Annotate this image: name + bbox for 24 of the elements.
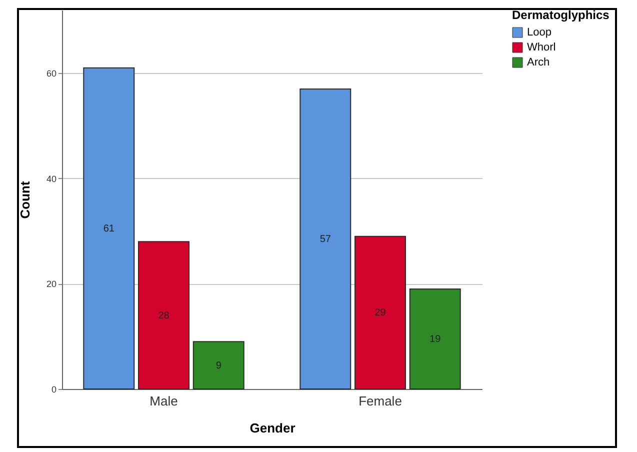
y-tick-label: 60 xyxy=(46,68,56,79)
data-label: 9 xyxy=(216,360,222,372)
bar xyxy=(300,88,352,390)
bar xyxy=(354,236,406,390)
y-tick-label: 0 xyxy=(51,384,56,394)
bar xyxy=(83,67,135,390)
data-label: 61 xyxy=(103,223,115,234)
x-axis-title: Gender xyxy=(250,420,296,436)
data-label: 28 xyxy=(158,310,170,322)
data-label: 19 xyxy=(430,334,442,345)
y-axis-title: Count xyxy=(17,180,32,219)
y-tick-label: 40 xyxy=(46,174,56,184)
data-label: 29 xyxy=(374,308,386,319)
legend-label: Loop xyxy=(527,26,552,38)
x-tick-label: Female xyxy=(358,394,402,408)
x-tick-label: Male xyxy=(150,394,178,408)
legend-title: Dermatoglyphics xyxy=(512,8,610,22)
y-tick-label: 20 xyxy=(46,279,56,290)
legend-label: Whorl xyxy=(527,42,556,54)
bar xyxy=(192,341,244,390)
data-label: 57 xyxy=(320,234,332,245)
bar xyxy=(409,288,461,390)
legend-label: Arch xyxy=(527,56,550,68)
bar xyxy=(138,241,190,390)
